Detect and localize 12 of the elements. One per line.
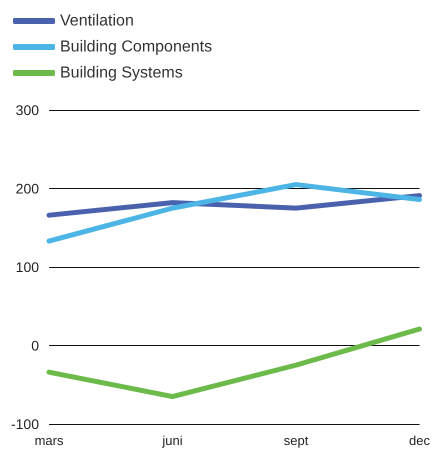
- x-tick-label: dec: [409, 433, 430, 448]
- legend-label: Building Components: [60, 38, 212, 56]
- legend-label: Building Systems: [60, 64, 183, 82]
- y-tick-label: 100: [16, 259, 40, 275]
- y-tick-label: 0: [31, 338, 40, 354]
- y-tick-label: 200: [16, 180, 40, 196]
- y-tick-label: 300: [16, 102, 40, 118]
- x-tick-label: mars: [34, 433, 64, 448]
- x-tick-label: juni: [161, 433, 183, 448]
- y-tick-label: -100: [10, 416, 40, 432]
- legend-label: Ventilation: [60, 12, 134, 30]
- x-tick-label: sept: [284, 433, 309, 448]
